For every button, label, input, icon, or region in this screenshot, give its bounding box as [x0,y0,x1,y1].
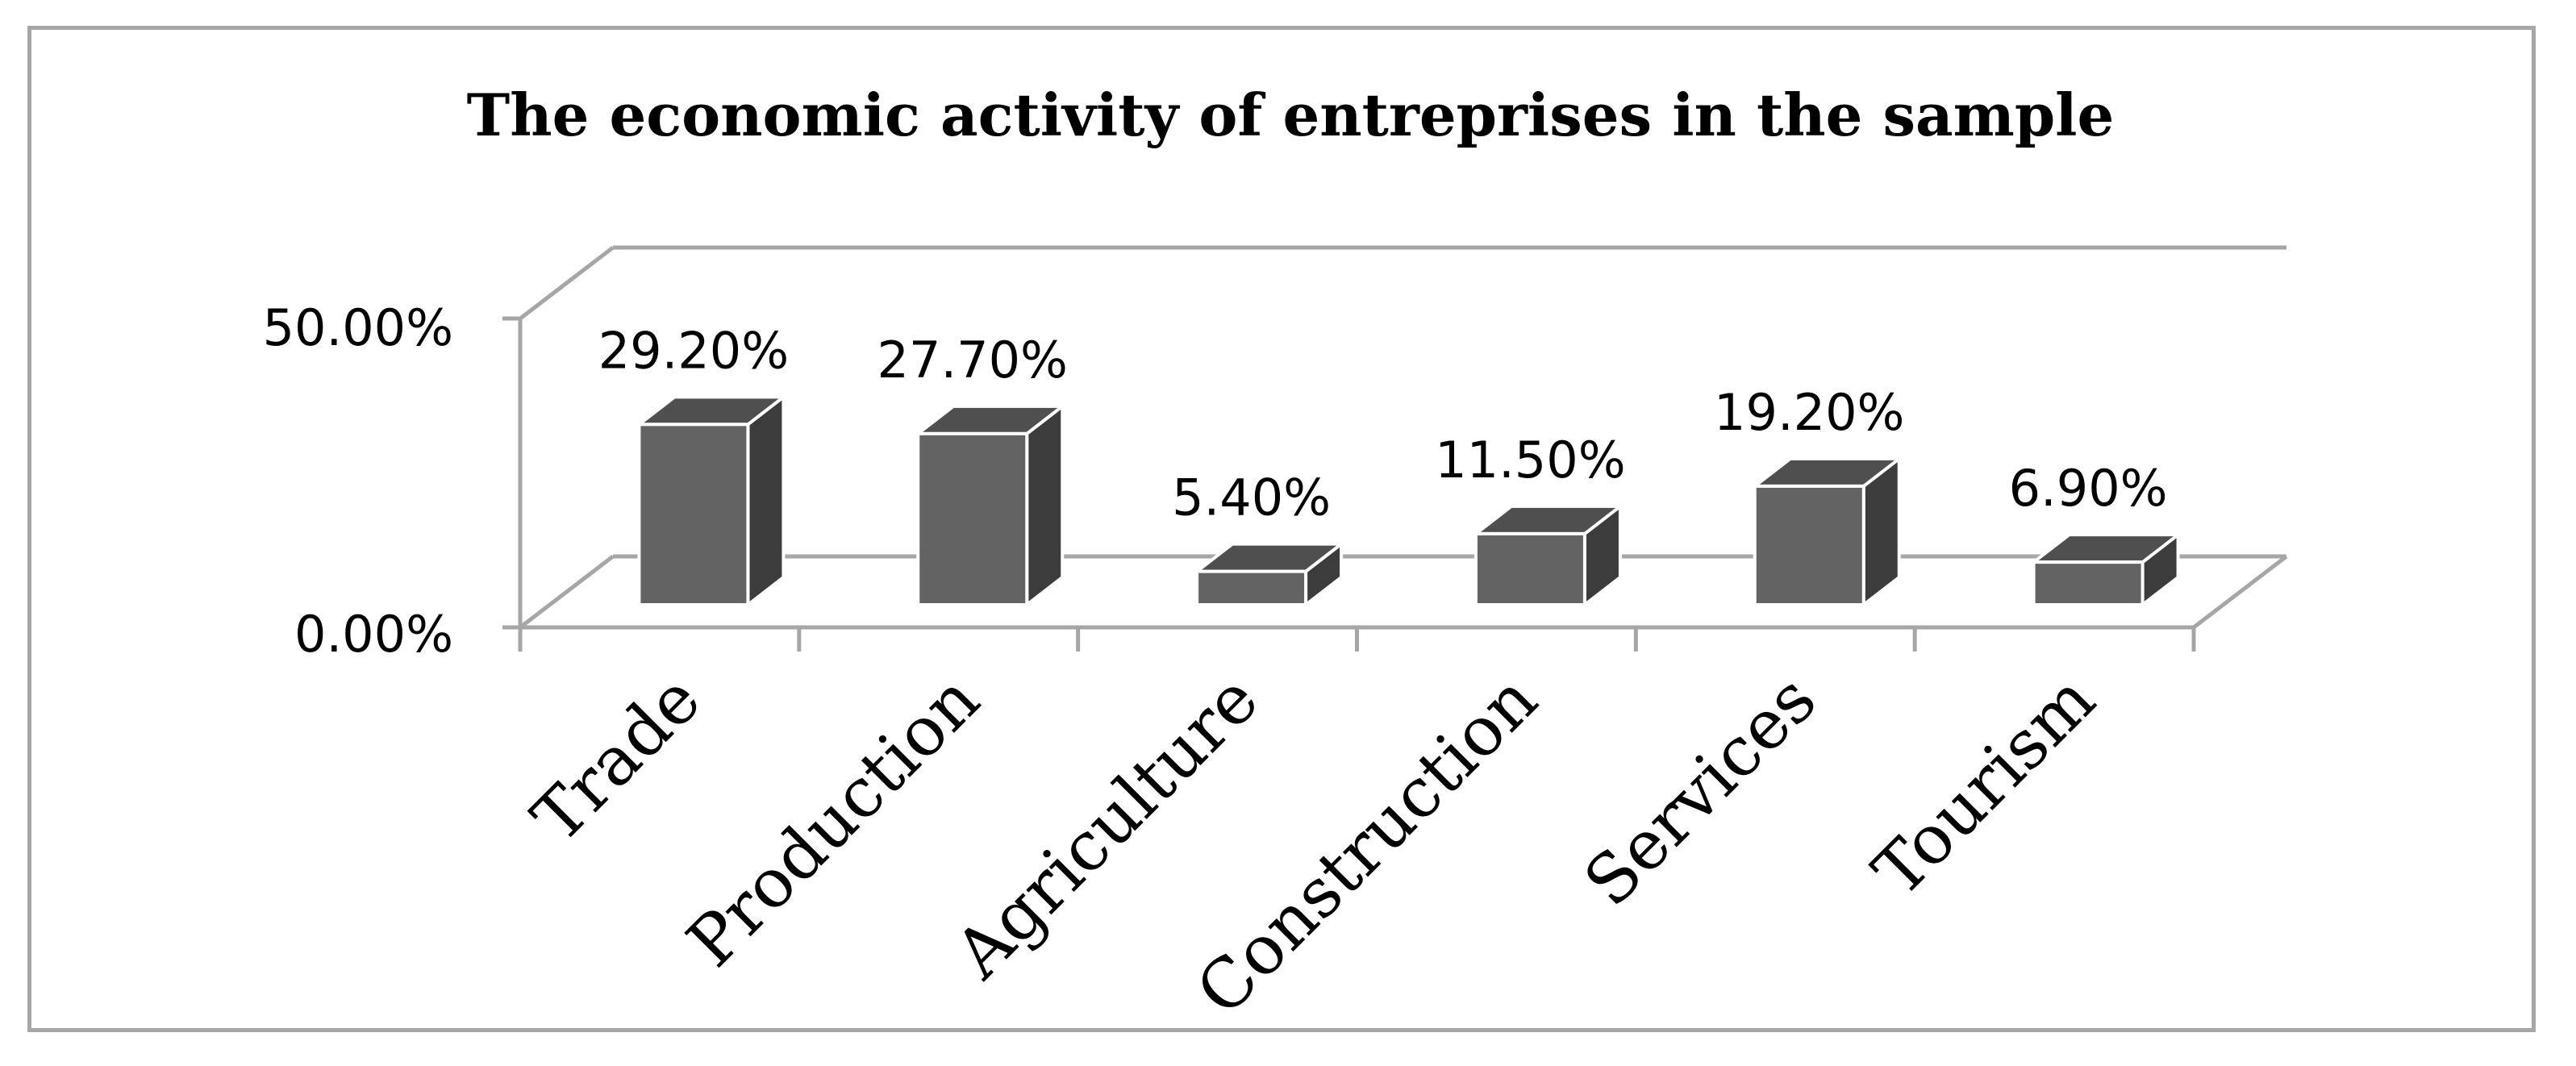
bars [634,394,2183,609]
bar-side-face [1025,402,1065,609]
data-label: 29.20% [598,321,789,380]
bar [1749,455,1904,609]
data-label: 11.50% [1435,431,1625,489]
floor-edge [2192,555,2288,629]
y-tick-label: 0.00% [294,605,453,664]
floor-edge [519,555,615,629]
bar-side-face [746,394,786,609]
bar [913,402,1068,609]
bar-front-face [637,423,750,606]
bar [2028,531,2183,609]
category-label: Services [1569,660,1831,922]
bar [634,394,789,609]
bar-front-face [1195,569,1308,606]
bar [1192,540,1346,609]
y-tick-label: 50.00% [263,298,453,357]
category-label: Tourism [1858,660,2111,912]
chart-frame [27,26,2536,1032]
data-label: 19.20% [1714,383,1904,442]
data-labels: 29.20% 27.70% 5.40% 11.50% 19.20% 6.90% [598,321,2168,527]
category-label: Trade [517,660,715,858]
bar-front-face [1753,484,1865,606]
data-label: 27.70% [877,331,1068,389]
y-axis-line [519,246,615,320]
bar-front-face [916,431,1029,606]
bar-front-face [1473,531,1586,606]
y-axis-ticks: 0.00% 50.00% [263,298,453,664]
data-label: 5.40% [1172,468,1331,527]
data-label: 6.90% [2009,459,2168,518]
bar [1471,502,1625,609]
axes [502,245,2288,652]
bar-front-face [2032,560,2145,606]
chart-title: The economic activity of entreprises in … [467,81,2115,149]
